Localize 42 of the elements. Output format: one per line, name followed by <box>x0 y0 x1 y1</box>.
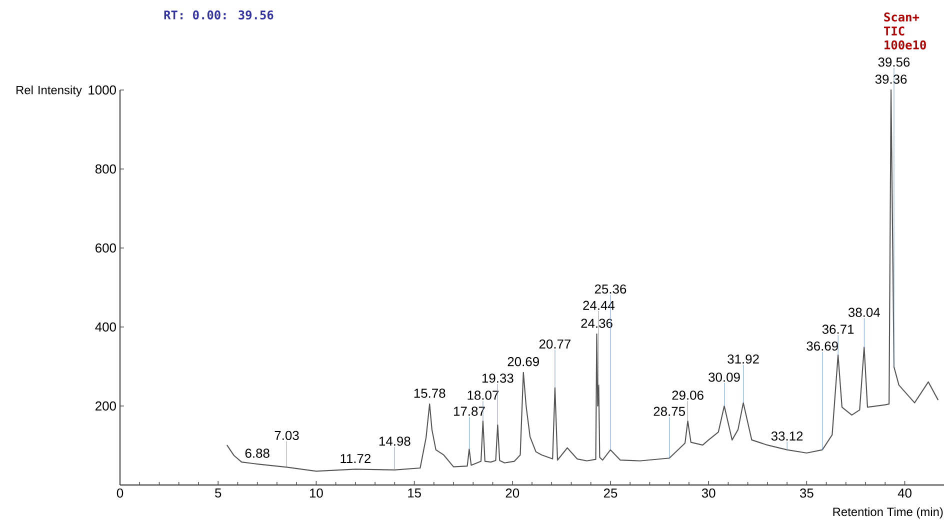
x-tick-label: 0 <box>116 488 124 498</box>
annotation: 36.69 <box>806 341 838 351</box>
annotation: 33.12 <box>771 431 803 441</box>
annotation: 20.77 <box>539 339 571 349</box>
y-tick-label: 200 <box>96 401 116 411</box>
x-tick-label: 15 <box>408 488 421 498</box>
y-tick-label: 800 <box>95 164 116 174</box>
y-tick-label: 1000 <box>88 85 116 95</box>
annotation: 36.71 <box>822 324 854 334</box>
annotation: 20.69 <box>508 357 539 366</box>
annotation: 24.44 <box>583 300 615 310</box>
annotation: 39.56 <box>878 58 910 67</box>
x-tick-label: 10 <box>310 488 323 498</box>
annotation: 31.92 <box>728 354 759 364</box>
chart-title: RT: 0.00: 39.56 <box>164 10 274 20</box>
x-tick-label: 30 <box>702 488 716 498</box>
annotation: 28.75 <box>654 406 685 416</box>
x-tick-label: 40 <box>898 488 912 498</box>
x-tick-label: 20 <box>506 488 520 498</box>
y-tick-label: 400 <box>95 322 116 332</box>
line-series <box>226 89 939 472</box>
annotation: 6.88 <box>245 448 270 458</box>
annotation: 15.78 <box>414 388 446 398</box>
x-tick-label: 35 <box>800 488 814 498</box>
annotation: 24.36 <box>581 318 612 328</box>
annotation: 19.33 <box>482 374 514 383</box>
y-tick-label: 600 <box>96 243 116 253</box>
annotation: 7.03 <box>274 430 299 440</box>
annotation: 14.98 <box>379 436 410 446</box>
x-tick-label: 25 <box>604 488 618 498</box>
annotation: 17.87 <box>454 406 485 416</box>
annotation: 25.36 <box>594 284 626 294</box>
annotation: 18.07 <box>468 390 499 400</box>
annotation: 30.09 <box>708 372 740 382</box>
text: Scan+ TIC 100e10 <box>884 12 926 50</box>
x-tick-label: 5 <box>215 488 222 498</box>
annotation: 39.36 <box>875 74 907 84</box>
annotation: 38.04 <box>848 308 880 317</box>
annotation: 11.72 <box>340 454 371 463</box>
annotation: 29.06 <box>672 390 704 400</box>
x-axis-title: Retention Time (min) <box>833 507 943 518</box>
y-axis-title: Rel Intensity <box>16 86 82 97</box>
